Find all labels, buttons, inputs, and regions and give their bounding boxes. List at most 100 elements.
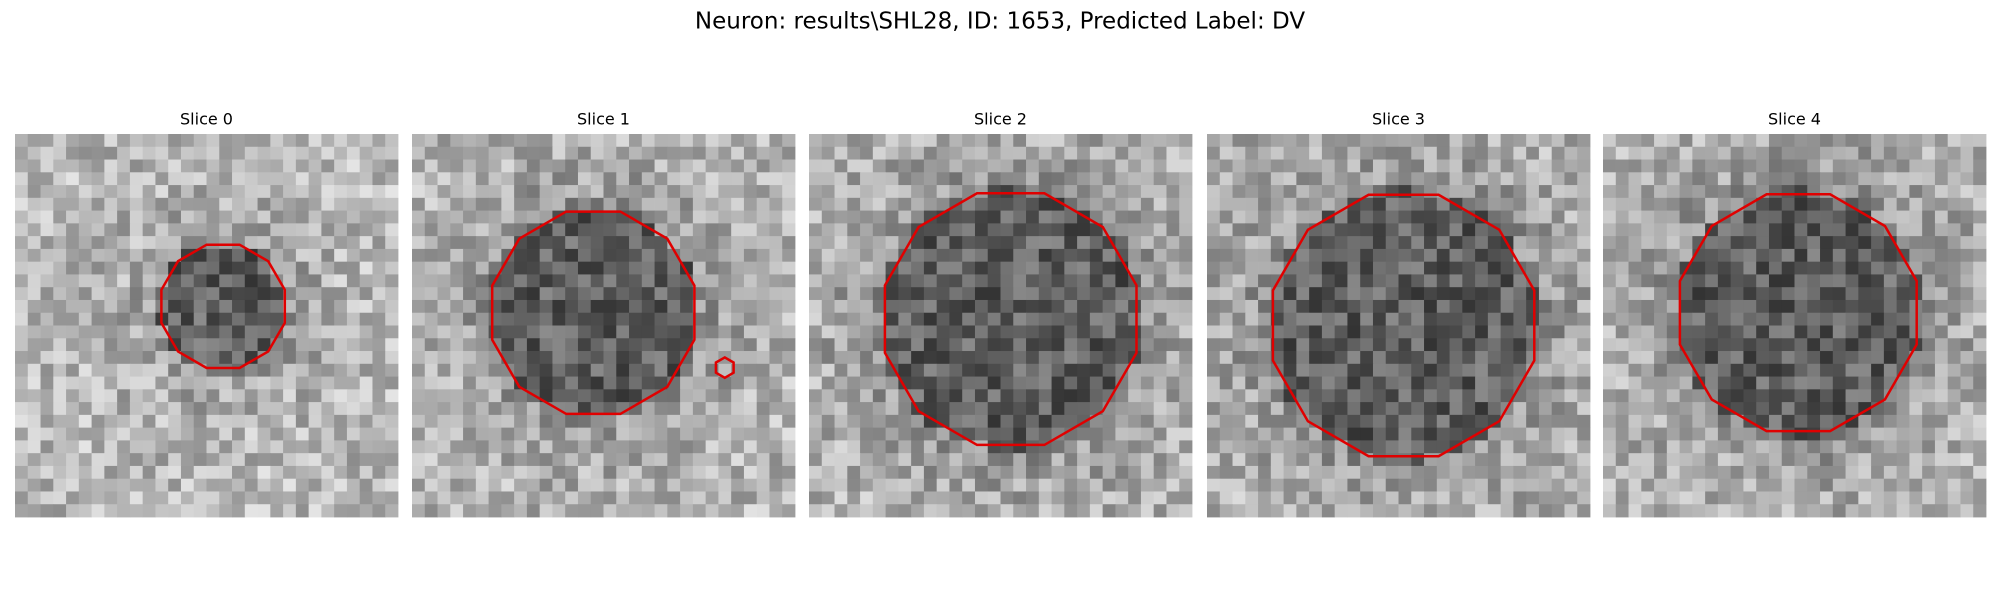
pixel — [821, 427, 835, 441]
pixel — [821, 338, 835, 352]
pixel — [450, 274, 464, 288]
pixel — [142, 414, 156, 429]
pixel — [1743, 134, 1757, 148]
pixel — [962, 453, 976, 467]
pixel — [359, 338, 373, 352]
pixel — [514, 325, 528, 339]
pixel — [654, 287, 668, 301]
pixel — [1500, 146, 1514, 160]
pixel — [718, 197, 732, 211]
pixel — [1526, 134, 1540, 148]
pixel — [1756, 351, 1770, 365]
pixel — [1372, 414, 1387, 429]
pixel — [1641, 427, 1655, 441]
pixel — [756, 146, 770, 160]
pixel — [1692, 210, 1706, 224]
pixel — [78, 363, 92, 377]
pixel — [1179, 427, 1193, 441]
pixel — [514, 465, 528, 480]
pixel — [15, 223, 29, 237]
pixel — [1115, 134, 1129, 148]
pixel — [680, 491, 694, 505]
pixel — [1487, 402, 1502, 416]
pixel — [334, 248, 348, 263]
pixel — [1947, 172, 1961, 186]
pixel — [463, 440, 477, 454]
pixel — [526, 338, 541, 352]
figure-title: Neuron: results\SHL28, ID: 1653, Predict… — [695, 9, 1305, 35]
pixel — [475, 453, 489, 467]
pixel — [1500, 427, 1514, 441]
pixel — [1166, 236, 1180, 250]
pixel — [1296, 185, 1310, 199]
pixel — [1038, 325, 1052, 339]
pixel — [450, 325, 464, 339]
pixel — [270, 236, 284, 250]
pixel — [667, 491, 681, 505]
pixel — [1679, 402, 1693, 416]
pixel — [1385, 478, 1399, 492]
pixel — [463, 478, 477, 492]
pixel — [680, 185, 694, 199]
pixel — [872, 504, 886, 518]
pixel — [1538, 236, 1553, 250]
pixel — [974, 312, 989, 326]
pixel — [782, 440, 796, 454]
pixel — [1038, 248, 1052, 263]
pixel — [1449, 261, 1463, 275]
pixel — [1973, 172, 1987, 186]
pixel — [1768, 325, 1783, 339]
pixel — [923, 236, 938, 250]
pixel — [142, 197, 156, 211]
pixel — [1487, 338, 1502, 352]
pixel — [885, 453, 899, 467]
pixel — [1577, 491, 1591, 505]
pixel — [809, 134, 823, 148]
pixel — [1743, 312, 1757, 326]
pixel — [552, 351, 566, 365]
pixel — [1564, 172, 1578, 186]
pixel — [385, 197, 399, 211]
pixel — [1820, 325, 1834, 339]
pixel — [334, 478, 348, 492]
pixel — [372, 478, 386, 492]
pixel — [616, 478, 630, 492]
pixel — [526, 491, 541, 505]
pixel — [475, 299, 489, 314]
pixel — [1628, 185, 1642, 199]
pixel — [1743, 172, 1757, 186]
pixel — [1641, 236, 1655, 250]
pixel — [641, 274, 655, 288]
pixel — [104, 197, 118, 211]
pixel — [1153, 414, 1167, 429]
pixel — [1372, 248, 1387, 263]
pixel — [1077, 134, 1091, 148]
pixel — [1871, 159, 1885, 173]
pixel — [1947, 261, 1961, 275]
pixel — [629, 376, 643, 390]
pixel — [155, 159, 169, 173]
pixel — [40, 134, 54, 148]
pixel — [1615, 351, 1629, 365]
pixel — [104, 287, 118, 301]
pixel — [1102, 414, 1116, 429]
pixel — [1922, 427, 1936, 441]
pixel — [911, 274, 925, 288]
pixel — [193, 248, 207, 263]
pixel — [923, 287, 938, 301]
pixel — [219, 465, 233, 480]
pixel — [475, 389, 489, 403]
pixel — [1347, 453, 1361, 467]
pixel — [1449, 274, 1463, 288]
pixel — [1654, 427, 1668, 441]
pixel — [1628, 197, 1642, 211]
pixel — [295, 491, 310, 505]
pixel — [834, 351, 848, 365]
pixel — [180, 363, 195, 377]
pixel — [1807, 376, 1821, 390]
pixel — [1000, 312, 1014, 326]
pixel — [1896, 299, 1910, 314]
pixel — [1000, 338, 1014, 352]
pixel — [1487, 440, 1502, 454]
pixel — [66, 248, 80, 263]
